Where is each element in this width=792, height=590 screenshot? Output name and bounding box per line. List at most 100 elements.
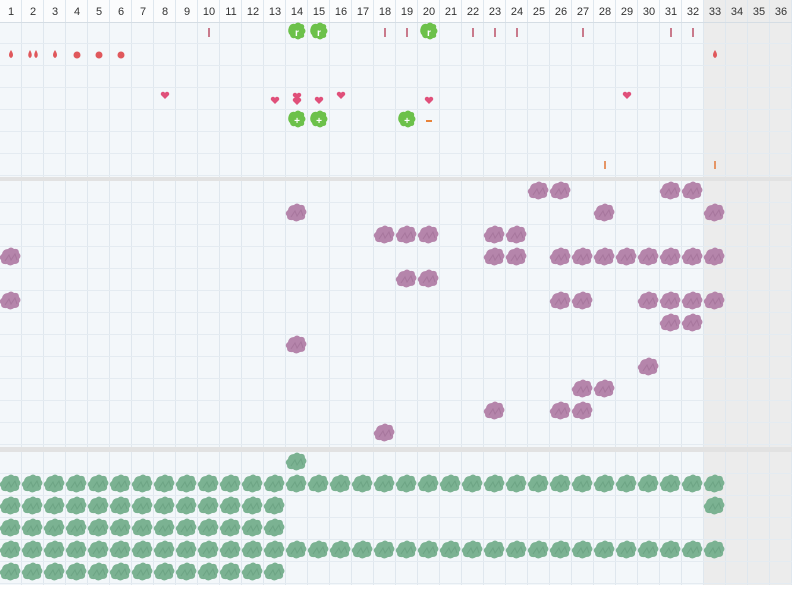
blob-texture [664, 252, 678, 262]
blob-mark [131, 562, 153, 581]
badge-shape [310, 110, 328, 128]
blob-mark [43, 540, 65, 559]
blob-texture [686, 296, 700, 306]
blob-texture [48, 501, 62, 511]
blob-texture [48, 567, 62, 577]
blob-mark [109, 562, 131, 581]
blob-texture [686, 186, 700, 196]
blob-mark [285, 474, 307, 493]
blob-texture [70, 479, 84, 489]
tick-mark [208, 28, 210, 37]
column-header: 15 [313, 6, 325, 18]
blob-texture [400, 545, 414, 555]
blob-mark [571, 401, 593, 420]
blob-mark [659, 181, 681, 200]
blob-mark [593, 203, 615, 222]
blob-texture [158, 545, 172, 555]
blob-texture [642, 545, 656, 555]
blob-texture [246, 545, 260, 555]
column-header: 11 [225, 6, 236, 18]
blob-mark [395, 225, 417, 244]
column-header: 22 [467, 6, 479, 18]
blob-texture [70, 523, 84, 533]
blob-mark [219, 496, 241, 515]
blob-mark [175, 562, 197, 581]
blob-mark [307, 474, 329, 493]
blob-mark [571, 379, 593, 398]
blob-mark [175, 496, 197, 515]
column-header: 3 [52, 6, 58, 18]
blob-mark [21, 540, 43, 559]
blob-mark [131, 474, 153, 493]
blob-mark [505, 474, 527, 493]
blob-mark [571, 540, 593, 559]
blob-mark [109, 518, 131, 537]
blob-mark [109, 474, 131, 493]
blob-mark [197, 518, 219, 537]
blob-texture [444, 545, 458, 555]
blob-texture [290, 457, 304, 467]
badge-glyph: + [294, 116, 300, 127]
section-divider [0, 447, 792, 452]
blob-mark [43, 562, 65, 581]
blob-texture [136, 567, 150, 577]
blob-mark [131, 518, 153, 537]
dot-mark [95, 51, 103, 59]
blob-texture [554, 545, 568, 555]
column-header: 23 [489, 6, 501, 18]
blob-texture [4, 523, 18, 533]
blob-mark [219, 518, 241, 537]
blob-texture [642, 362, 656, 372]
blob-mark [703, 291, 725, 310]
blob-mark [483, 247, 505, 266]
blob-mark [681, 313, 703, 332]
blob-mark [219, 474, 241, 493]
blob-texture [554, 186, 568, 196]
blob-texture [356, 545, 370, 555]
blob-mark [593, 379, 615, 398]
blob-mark [527, 540, 549, 559]
blob-texture [26, 523, 40, 533]
blob-mark [395, 540, 417, 559]
blob-mark [329, 474, 351, 493]
blob-mark [175, 474, 197, 493]
blob-texture [268, 479, 282, 489]
blob-texture [598, 208, 612, 218]
blob-texture [290, 479, 304, 489]
badge-glyph: r [427, 28, 431, 39]
blob-texture [466, 479, 480, 489]
blob-texture [510, 479, 524, 489]
heart-mark [292, 92, 302, 100]
blob-texture [290, 340, 304, 350]
blob-mark [549, 401, 571, 420]
blob-mark [703, 540, 725, 559]
blob-mark [681, 540, 703, 559]
blob-mark [615, 474, 637, 493]
heart-mark [336, 91, 346, 99]
blob-texture [246, 501, 260, 511]
blob-texture [598, 479, 612, 489]
blob-mark [593, 474, 615, 493]
column-header: 16 [335, 6, 347, 18]
blob-mark [395, 269, 417, 288]
blob-mark [703, 203, 725, 222]
blob-mark [65, 540, 87, 559]
blob-texture [4, 296, 18, 306]
badge-mark: + [310, 110, 328, 128]
blob-mark [461, 474, 483, 493]
blob-mark [483, 540, 505, 559]
blob-mark [439, 474, 461, 493]
drop-mark [9, 50, 13, 58]
blob-texture [400, 479, 414, 489]
blob-texture [4, 479, 18, 489]
blob-mark [417, 474, 439, 493]
column-header: 33 [709, 6, 721, 18]
blob-mark [241, 518, 263, 537]
blob-texture [554, 296, 568, 306]
column-header: 12 [247, 6, 259, 18]
column-header: 17 [357, 6, 369, 18]
blob-texture [202, 545, 216, 555]
blob-mark [219, 540, 241, 559]
blob-mark [637, 357, 659, 376]
blob-texture [664, 479, 678, 489]
